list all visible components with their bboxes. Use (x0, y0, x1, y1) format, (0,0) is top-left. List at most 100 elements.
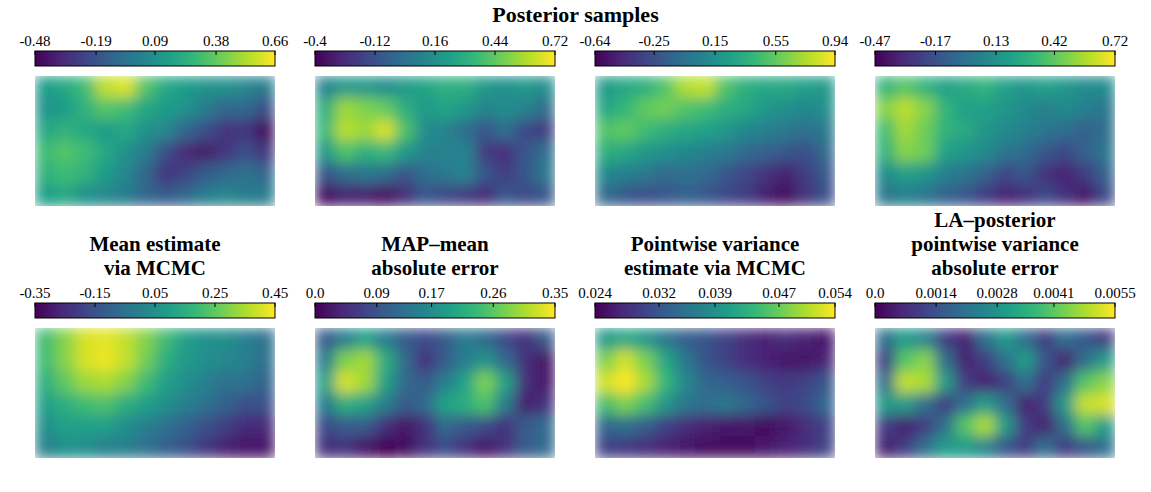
heatmap-cell (255, 371, 275, 393)
heatmap-cell (35, 328, 56, 350)
heatmap-cell (55, 350, 76, 372)
heatmap-cell (235, 119, 256, 141)
heatmap-cell (795, 119, 816, 141)
heatmap-cell (1015, 141, 1036, 163)
heatmap-cell (635, 98, 656, 120)
heatmap-cell (135, 119, 156, 141)
heatmap-cell (915, 184, 936, 206)
heatmap-cell (595, 328, 616, 350)
heatmap-cell (175, 76, 196, 98)
heatmap-cell (335, 141, 356, 163)
heatmap-cell (235, 163, 256, 185)
colorbar-tick-label: 0.26 (480, 285, 507, 301)
heatmap-cell (995, 141, 1016, 163)
heatmap-cell (95, 98, 116, 120)
heatmap-cell (335, 371, 356, 393)
colorbar-tick-label: -0.15 (79, 285, 110, 301)
heatmap-cell (895, 141, 916, 163)
heatmap-cell (715, 371, 736, 393)
heatmap-cell (955, 436, 976, 458)
heatmap-cell (95, 393, 116, 415)
heatmap-cell (315, 184, 336, 206)
heatmap-cell (775, 371, 796, 393)
heatmap-cell (455, 371, 476, 393)
figure: Posterior samples-0.48-0.190.090.380.66-… (0, 0, 1151, 492)
heatmap-cell (815, 163, 835, 185)
colorbar-tick-label: 0.0 (306, 285, 325, 301)
heatmap-cell (655, 163, 676, 185)
heatmap-cell (1015, 415, 1036, 437)
heatmap-cell (935, 393, 956, 415)
heatmap-cell (815, 393, 835, 415)
heatmap-cell (515, 141, 536, 163)
heatmap-cell (175, 415, 196, 437)
heatmap-cell (535, 76, 555, 98)
heatmap-cell (695, 393, 716, 415)
heatmap-cell (115, 98, 136, 120)
heatmap-cell (795, 393, 816, 415)
heatmap-cell (335, 350, 356, 372)
heatmap-cell (195, 184, 216, 206)
heatmap-cell (1035, 415, 1056, 437)
heatmap-cell (495, 98, 516, 120)
heatmap-cell (335, 184, 356, 206)
heatmap-cell (695, 163, 716, 185)
heatmap-cell (695, 328, 716, 350)
heatmap-cell (75, 163, 96, 185)
colorbar-tick-label: 0.44 (482, 33, 509, 49)
heatmap-cell (1095, 141, 1115, 163)
heatmap-cell (1015, 371, 1036, 393)
heatmap-cell (155, 98, 176, 120)
heatmap-cell (1015, 119, 1036, 141)
heatmap-cell (495, 163, 516, 185)
heatmap-cell (1015, 184, 1036, 206)
heatmap-cell (795, 98, 816, 120)
heatmap-cell (415, 119, 436, 141)
heatmap-cell (1075, 393, 1096, 415)
heatmap-cell (695, 350, 716, 372)
heatmap-cell (475, 76, 496, 98)
heatmap-cell (455, 436, 476, 458)
heatmap-cell (1035, 393, 1056, 415)
heatmap-cell (955, 119, 976, 141)
heatmap-cell (315, 371, 336, 393)
heatmap-cell (115, 184, 136, 206)
heatmap-cell (155, 119, 176, 141)
heatmap-cell (755, 163, 776, 185)
heatmap-cell (75, 393, 96, 415)
heatmap-cell (375, 141, 396, 163)
heatmap-panel (595, 76, 835, 206)
heatmap-cell (935, 76, 956, 98)
colorbar-tick-label: 0.0041 (1033, 285, 1074, 301)
heatmap-cell (35, 141, 56, 163)
heatmap-cell (415, 184, 436, 206)
heatmap-cell (155, 415, 176, 437)
heatmap-cell (595, 371, 616, 393)
heatmap-cell (875, 328, 896, 350)
heatmap-cell (75, 184, 96, 206)
heatmap-cell (215, 393, 236, 415)
colorbar-tick-label: -0.17 (920, 33, 952, 49)
colorbar-tick-label: 0.94 (822, 33, 849, 49)
heatmap-cell (915, 98, 936, 120)
heatmap-cell (155, 76, 176, 98)
heatmap-cell (775, 184, 796, 206)
heatmap-cell (55, 436, 76, 458)
heatmap-cell (815, 184, 835, 206)
heatmap-cell (75, 415, 96, 437)
heatmap-cell (595, 119, 616, 141)
heatmap-cell (795, 436, 816, 458)
heatmap-cell (955, 141, 976, 163)
heatmap-cell (215, 119, 236, 141)
heatmap-cell (135, 141, 156, 163)
heatmap-cell (1095, 436, 1115, 458)
heatmap-cell (615, 184, 636, 206)
colorbar-tick (155, 51, 156, 55)
heatmap-cell (515, 350, 536, 372)
heatmap-cell (235, 415, 256, 437)
heatmap-cell (475, 350, 496, 372)
heatmap-cell (395, 163, 416, 185)
heatmap-cell (175, 184, 196, 206)
heatmap-cell (135, 98, 156, 120)
heatmap-cell (755, 415, 776, 437)
